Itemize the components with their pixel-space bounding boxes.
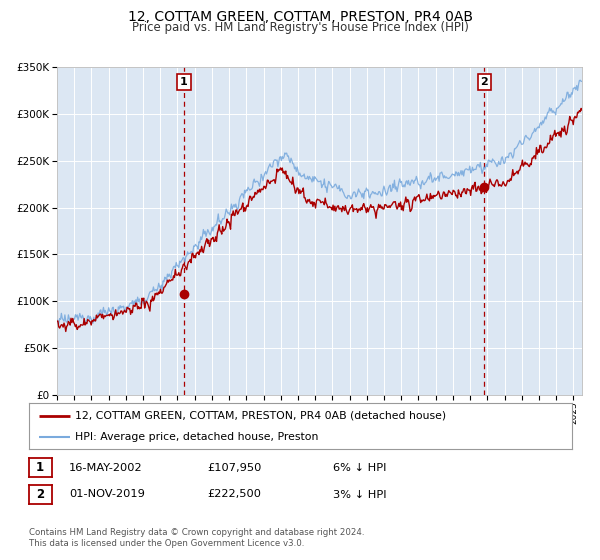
- Text: £222,500: £222,500: [207, 489, 261, 500]
- Text: 1: 1: [36, 461, 44, 474]
- Text: 2: 2: [36, 488, 44, 501]
- Text: HPI: Average price, detached house, Preston: HPI: Average price, detached house, Pres…: [75, 432, 319, 442]
- Text: 12, COTTAM GREEN, COTTAM, PRESTON, PR4 0AB (detached house): 12, COTTAM GREEN, COTTAM, PRESTON, PR4 0…: [75, 410, 446, 421]
- Text: £107,950: £107,950: [207, 463, 262, 473]
- Text: Contains HM Land Registry data © Crown copyright and database right 2024.: Contains HM Land Registry data © Crown c…: [29, 528, 364, 536]
- Text: This data is licensed under the Open Government Licence v3.0.: This data is licensed under the Open Gov…: [29, 539, 304, 548]
- Text: 16-MAY-2002: 16-MAY-2002: [69, 463, 143, 473]
- Text: Price paid vs. HM Land Registry's House Price Index (HPI): Price paid vs. HM Land Registry's House …: [131, 21, 469, 34]
- Text: 6% ↓ HPI: 6% ↓ HPI: [333, 463, 386, 473]
- Text: 1: 1: [180, 77, 188, 87]
- Text: 2: 2: [481, 77, 488, 87]
- Text: 12, COTTAM GREEN, COTTAM, PRESTON, PR4 0AB: 12, COTTAM GREEN, COTTAM, PRESTON, PR4 0…: [128, 10, 473, 24]
- Text: 3% ↓ HPI: 3% ↓ HPI: [333, 489, 386, 500]
- Text: 01-NOV-2019: 01-NOV-2019: [69, 489, 145, 500]
